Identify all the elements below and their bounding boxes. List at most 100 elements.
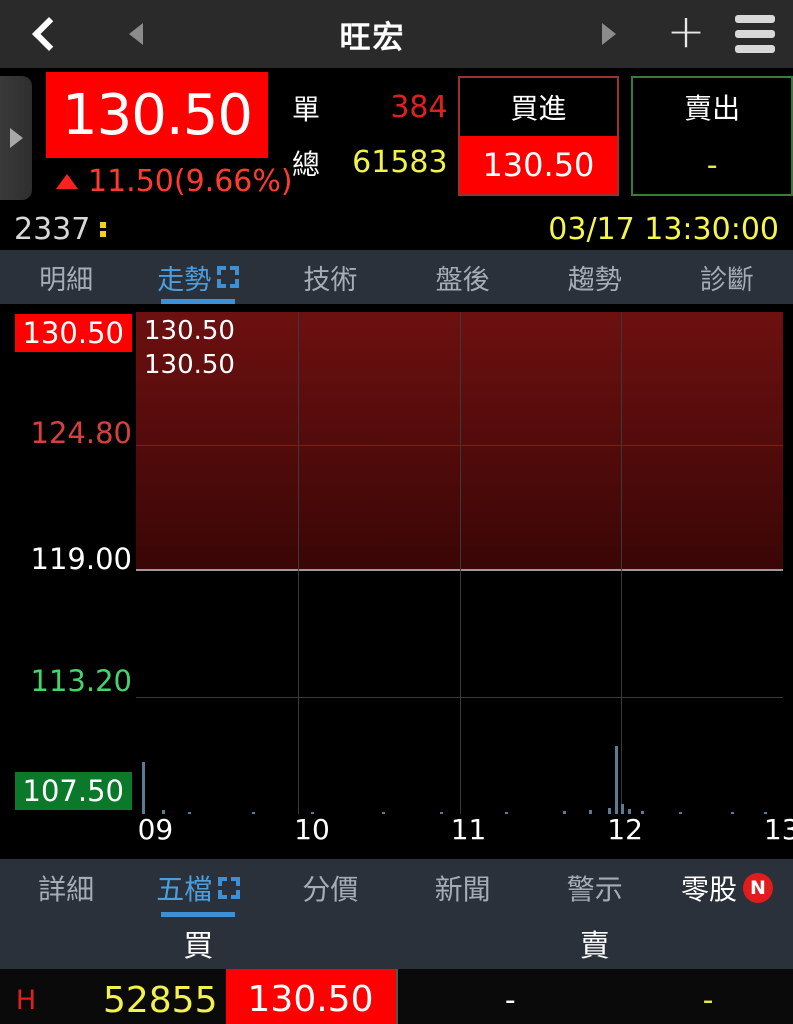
next-stock-button[interactable] <box>563 23 655 45</box>
bid-box[interactable]: 買進 130.50 <box>457 76 620 196</box>
orderbook-buy-price: 130.50 <box>225 969 396 1024</box>
expand-icon <box>218 877 241 899</box>
tab-警示[interactable]: 警示 <box>529 859 661 917</box>
bid-label: 買進 <box>459 78 618 136</box>
orderbook-sell-qty: - <box>504 982 516 1018</box>
orderbook-buy-qty: 52855 <box>102 979 218 1021</box>
volume-bar <box>142 762 146 814</box>
tab-label: 趨勢 <box>567 264 622 296</box>
volume-bar <box>588 810 592 814</box>
tab-診斷[interactable]: 診斷 <box>661 250 793 304</box>
tab-label: 走勢 <box>157 264 212 296</box>
triangle-up-icon <box>56 174 78 189</box>
chart-annotation-last: 130.50 <box>144 350 235 380</box>
orderbook-buy-header: 買 <box>183 929 214 964</box>
x-axis-label: 10 <box>294 813 330 846</box>
tab-詳細[interactable]: 詳細 <box>0 859 132 917</box>
volume-bar <box>310 812 314 814</box>
plus-icon[interactable]: + <box>666 4 706 58</box>
previous-stock-button[interactable] <box>90 23 182 45</box>
tab-label: 分價 <box>302 873 359 906</box>
table-row[interactable]: H 52855 130.50 - - <box>0 969 793 1024</box>
tab-label: 警示 <box>566 873 623 906</box>
price-change-row: 11.50(9.66%) <box>46 164 293 199</box>
tab-label: 詳細 <box>38 873 95 906</box>
y-axis-label: 124.80 <box>30 416 132 450</box>
x-axis-label: 12 <box>607 813 643 846</box>
tab-盤後[interactable]: 盤後 <box>397 250 529 304</box>
volume-stats: 單 384 總 61583 <box>280 68 454 208</box>
volume-bar <box>381 812 385 814</box>
tab-分價[interactable]: 分價 <box>264 859 396 917</box>
bid-price: 130.50 <box>459 136 618 194</box>
tab-label: 新聞 <box>434 873 491 906</box>
tab-label: 診斷 <box>699 264 754 296</box>
ask-label: 賣出 <box>633 78 791 136</box>
orderbook-header: 買 賣 <box>0 917 793 969</box>
active-tab-underline <box>161 299 236 304</box>
orderbook-sell-side: - - <box>398 969 793 1024</box>
total-volume-label: 總 <box>291 147 320 181</box>
orderbook-sell-price: - <box>702 982 714 1018</box>
volume-bar <box>504 812 508 814</box>
tab-走勢[interactable]: 走勢 <box>132 250 264 304</box>
sort-arrows-icon[interactable] <box>100 221 107 237</box>
active-tab-underline <box>161 912 236 917</box>
triangle-right-icon <box>602 23 616 45</box>
tab-五檔[interactable]: 五檔 <box>132 859 264 917</box>
orderbook-buy-mark: H <box>15 984 37 1016</box>
chevron-left-icon <box>32 17 66 51</box>
total-volume-value: 61583 <box>352 145 448 180</box>
volume-bar <box>679 812 683 814</box>
expand-icon <box>217 266 240 288</box>
chart-annotation-high: 130.50 <box>144 316 235 346</box>
price-change-value: 11.50(9.66%) <box>88 164 293 199</box>
chart-plot-area: 130.50 130.50 <box>136 312 783 814</box>
ask-box[interactable]: 賣出 - <box>631 76 793 196</box>
volume-bar <box>763 812 767 814</box>
single-volume-row: 單 384 <box>280 80 454 135</box>
y-axis-label: 107.50 <box>14 772 132 810</box>
tab-新聞[interactable]: 新聞 <box>397 859 529 917</box>
tab-label: 技術 <box>303 264 358 296</box>
new-badge: N <box>742 873 773 903</box>
tab-零股[interactable]: 零股 N <box>661 859 793 917</box>
x-axis-label: 11 <box>450 813 487 846</box>
tab-明細[interactable]: 明細 <box>0 250 132 304</box>
last-price-value: 130.50 <box>62 82 253 148</box>
volume-bar <box>187 812 191 814</box>
page-title: 旺宏 <box>339 19 406 56</box>
volume-bar <box>563 811 567 814</box>
x-axis-label: 09 <box>137 813 174 846</box>
y-axis-label: 119.00 <box>30 542 132 576</box>
y-axis-label: 130.50 <box>14 314 132 352</box>
triangle-right-icon <box>9 128 23 148</box>
ask-price: - <box>706 147 718 183</box>
hamburger-menu-icon[interactable] <box>717 15 793 53</box>
side-drawer-handle[interactable] <box>0 76 32 200</box>
app-header: 旺宏 + <box>0 0 793 68</box>
volume-bars <box>136 614 783 814</box>
quote-panel: 130.50 11.50(9.66%) 單 384 總 61583 買進 130… <box>0 68 793 208</box>
volume-bar <box>640 811 644 814</box>
back-button[interactable] <box>0 17 90 51</box>
tab-技術[interactable]: 技術 <box>264 250 396 304</box>
chart-x-axis: 09 10 11 12 13 <box>136 813 793 851</box>
chart-y-axis: 130.50 124.80 119.00 113.20 107.50 <box>0 304 136 814</box>
detail-tab-bar: 詳細 五檔 分價 新聞 警示 零股 N <box>0 859 793 917</box>
stock-code: 2337 <box>14 211 91 247</box>
tab-趨勢[interactable]: 趨勢 <box>529 250 661 304</box>
single-volume-label: 單 <box>291 92 320 126</box>
volume-bar <box>614 746 618 814</box>
trend-chart[interactable]: 130.50 124.80 119.00 113.20 107.50 130.50 13… <box>0 304 793 859</box>
orderbook-sell-header: 賣 <box>579 929 610 964</box>
volume-bar <box>252 812 256 814</box>
last-price-box[interactable]: 130.50 <box>46 72 268 158</box>
x-axis-label: 13 <box>763 813 793 846</box>
tab-label: 五檔 <box>156 873 213 906</box>
last-price-block: 130.50 11.50(9.66%) <box>0 68 293 208</box>
tab-label: 盤後 <box>435 264 490 296</box>
code-time-bar: 2337 03/17 13:30:00 <box>0 208 793 250</box>
tab-label: 零股 <box>680 873 737 906</box>
